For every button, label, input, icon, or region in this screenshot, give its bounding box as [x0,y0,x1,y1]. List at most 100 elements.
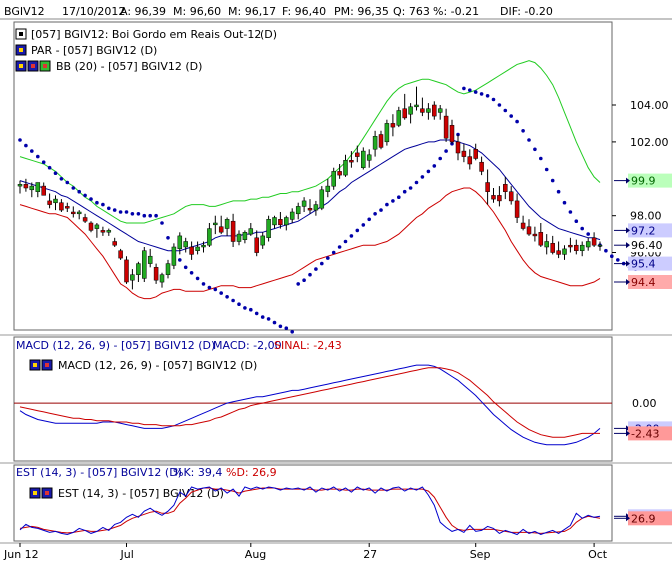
par-dot [550,178,555,183]
candle-body [278,219,283,226]
x-tick-label: Jun 12 [3,548,39,561]
header-qty: Q: 763 [393,5,430,18]
tag-bb-mid-label: 97.2 [631,224,656,237]
par-dot [260,315,265,319]
candle-body [201,244,206,248]
par-dot [402,189,407,194]
par-dot [544,167,549,172]
candle-body [17,184,23,187]
candle-body [491,195,496,200]
par-dot [107,206,111,211]
par-dot [586,232,590,236]
par-dot [219,291,223,295]
candle-body [260,235,265,246]
par-dot [379,208,383,212]
macd-value: MACD: -2,00 [213,339,282,352]
x-tick-label: Jul [120,548,134,561]
candle-body [473,149,478,159]
candle-body [159,274,165,283]
par-dot [574,219,579,223]
par-dot [343,239,348,244]
est-legend-box1-inner [33,491,37,495]
par-dot [337,245,342,249]
candle-body [59,202,64,211]
par-dot [136,212,141,216]
legend-box-bb1-inner [19,64,23,68]
candle-body [337,171,342,176]
tag-bb-lower-arrowhead [626,279,630,286]
candle-body [218,226,224,233]
candle-body [461,150,467,157]
est-plot [19,486,601,536]
candle-body [556,250,561,255]
tag-close-arrowhead [626,242,630,249]
par-dot [24,143,28,148]
par-dot [95,200,99,205]
par-dot [178,258,182,262]
par-dot [272,320,277,325]
par-dot [302,278,306,283]
candle-body [443,115,449,139]
candle-body [248,228,254,235]
header-pct: %: -0.21 [433,5,479,18]
par-dot [254,311,259,316]
par-dot [473,90,478,94]
par-dot [154,213,158,218]
macd-title: MACD (12, 26, 9) - [057] BGIV12 (D) [16,339,215,352]
par-dot [296,282,301,286]
legend-price-label: [057] BGIV12: Boi Gordo em Reais Out-12 [31,28,261,41]
candle-body [313,204,319,211]
macd-axis: 0.00-2.00-2.43 [614,397,672,441]
candle-body [65,206,70,209]
par-dot [30,149,34,153]
par-dot [491,97,496,102]
candle-body [272,217,277,226]
par-dot [166,236,170,240]
par-dot [568,210,573,214]
candle-body [71,211,76,215]
est-header: EST (14, 3) - [057] BGIV12 (D) %K: 39,4 … [16,466,277,500]
candle-body [153,267,159,281]
est-k-line [19,486,601,536]
price-legend[interactable]: [057] BGIV12: Boi Gordo em Reais Out-12 … [15,28,277,73]
candle-body [497,195,502,202]
par-dot [130,212,135,216]
candle-body [106,230,112,233]
par-dot [497,103,502,107]
candle-body [88,222,94,231]
par-dot [539,156,543,161]
par-dot [314,267,318,271]
par-dot [432,164,437,168]
tag-bb-upper-bg [628,173,672,188]
par-dot [290,330,295,334]
par-dot [385,202,389,207]
candle-body [295,206,301,215]
candle-body [396,110,402,126]
candle-body [112,241,117,246]
tag-bb-upper-label: 99.9 [631,175,656,188]
candle-body [94,224,100,229]
candle-body [331,171,336,187]
candle-body [183,241,188,248]
par-dot [320,261,324,266]
signal-line [19,367,600,438]
candle-body [213,222,218,226]
candle-body [585,241,591,248]
tag-bb-mid-bg [628,223,672,238]
par-dot [361,223,366,227]
par-dot [41,160,46,164]
candle-body [319,189,325,209]
candle-body [574,244,579,251]
candle-body [597,244,603,247]
candle-body [47,200,52,205]
header-symbol: BGIV12 [4,5,45,18]
candle-body [520,222,526,229]
x-tick-label: 27 [363,548,377,561]
par-dot [89,197,93,201]
header-bar: BGIV12 17/10/2012 A: 96,39 M: 96,60 M: 9… [4,5,553,18]
par-dot [183,265,188,270]
candle-body [426,108,431,113]
candle-body [361,150,366,168]
par-dot [616,258,620,262]
